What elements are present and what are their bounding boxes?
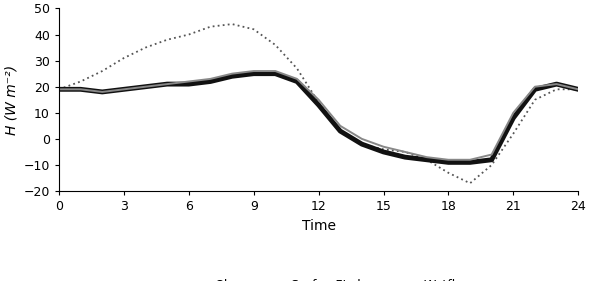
X-axis label: Time: Time <box>301 219 336 233</box>
Y-axis label: H (W m⁻²): H (W m⁻²) <box>4 65 18 135</box>
Legend: Obs, Surfex FLake, Watflx: Obs, Surfex FLake, Watflx <box>169 274 468 281</box>
